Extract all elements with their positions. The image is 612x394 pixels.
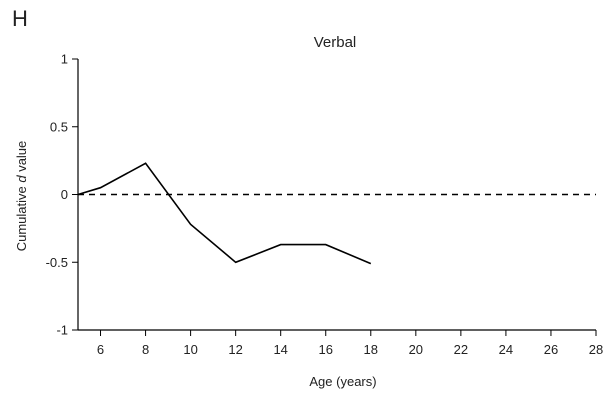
y-ticks: 1 0.5 0 -0.5 -1: [46, 52, 78, 338]
y-tick-label: 0: [61, 187, 68, 202]
y-axis-label: Cumulative d value: [14, 141, 29, 252]
x-tick-label: 24: [499, 342, 513, 357]
y-axis-label-prefix: Cumulative: [14, 183, 29, 252]
y-tick-label: -1: [56, 323, 68, 338]
chart-title: Verbal: [314, 34, 357, 51]
x-tick-label: 12: [228, 342, 242, 357]
panel-label: H: [12, 6, 28, 31]
y-tick-label: -0.5: [46, 255, 68, 270]
y-tick-label: 0.5: [50, 119, 68, 134]
plot-area: [77, 162, 596, 265]
y-tick-label: 1: [61, 52, 68, 67]
x-tick-label: 28: [589, 342, 603, 357]
x-tick-label: 22: [454, 342, 468, 357]
series-line: [77, 162, 372, 265]
x-axis-label: Age (years): [309, 374, 376, 389]
x-tick-label: 16: [319, 342, 333, 357]
x-tick-label: 20: [409, 342, 423, 357]
x-tick-label: 26: [544, 342, 558, 357]
x-tick-label: 8: [142, 342, 149, 357]
x-tick-label: 10: [183, 342, 197, 357]
x-tick-label: 6: [97, 342, 104, 357]
x-tick-label: 18: [364, 342, 378, 357]
y-axis-label-italic: d: [14, 175, 29, 183]
x-tick-label: 14: [273, 342, 287, 357]
y-axis-label-suffix: value: [14, 141, 29, 176]
x-ticks: 6 8 10 12 14 16 18 20 22 24 26 28: [97, 330, 603, 357]
